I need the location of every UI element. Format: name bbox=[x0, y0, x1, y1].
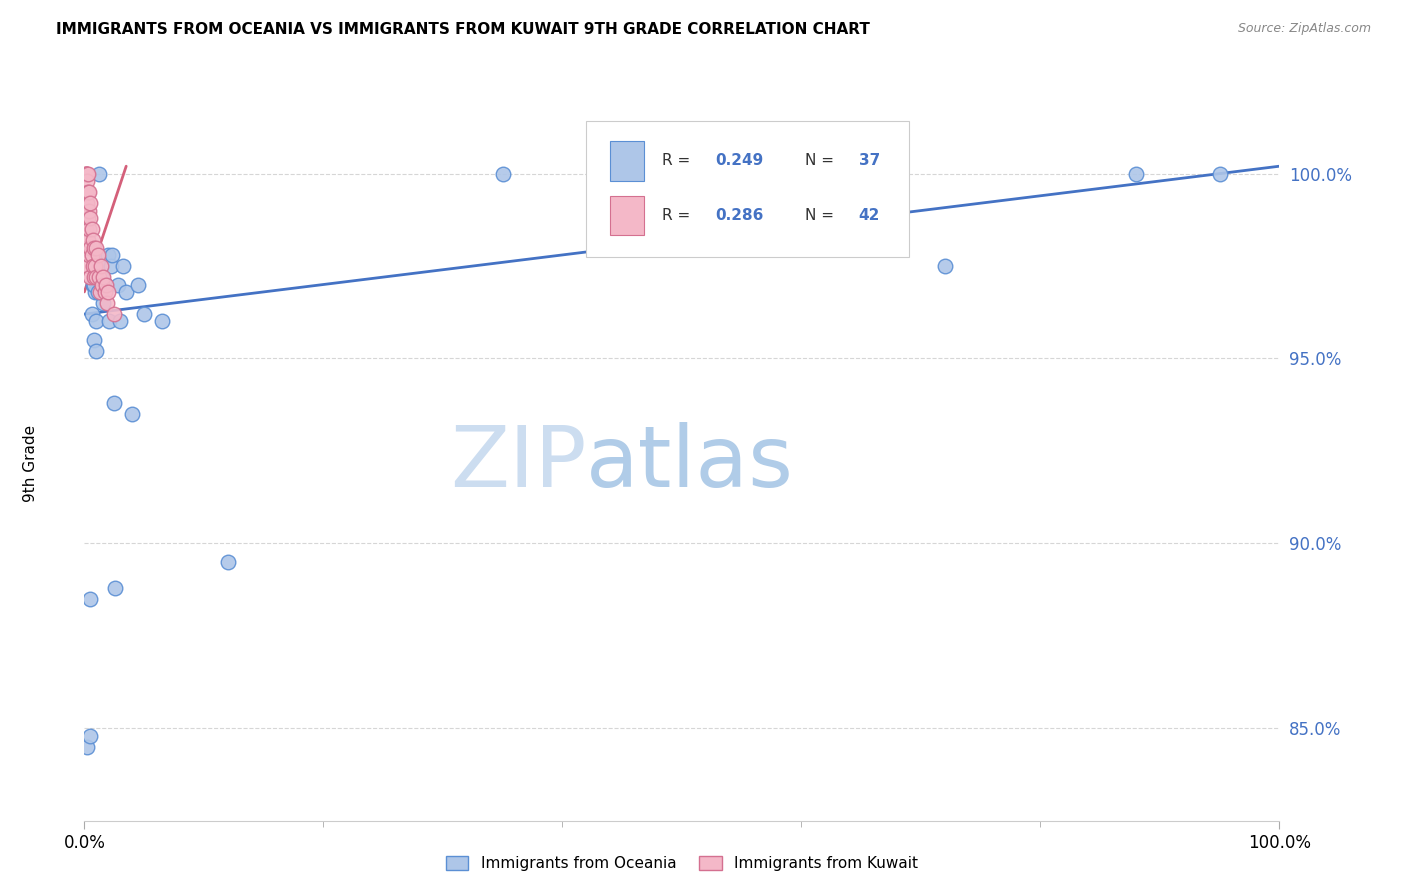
Point bbox=[79, 196, 101, 211]
Point bbox=[77, 259, 100, 273]
Point bbox=[80, 248, 103, 262]
Point bbox=[84, 344, 107, 359]
Point bbox=[79, 729, 101, 743]
FancyBboxPatch shape bbox=[610, 196, 644, 235]
Point bbox=[75, 185, 97, 199]
Point bbox=[100, 259, 122, 273]
Point bbox=[103, 396, 125, 410]
Text: 9th Grade: 9th Grade bbox=[22, 425, 38, 502]
Point bbox=[75, 167, 97, 181]
Point bbox=[94, 277, 117, 292]
Point bbox=[86, 248, 108, 262]
Point bbox=[89, 285, 111, 299]
Point bbox=[132, 307, 156, 321]
Point bbox=[217, 555, 239, 569]
Point bbox=[90, 259, 112, 273]
FancyBboxPatch shape bbox=[586, 121, 908, 257]
Point bbox=[107, 277, 129, 292]
Text: R =: R = bbox=[662, 153, 695, 169]
Point bbox=[82, 259, 104, 273]
Point bbox=[79, 241, 101, 255]
Point bbox=[77, 185, 100, 199]
Point bbox=[93, 285, 115, 299]
Point bbox=[86, 285, 108, 299]
Legend: Immigrants from Oceania, Immigrants from Kuwait: Immigrants from Oceania, Immigrants from… bbox=[440, 850, 924, 877]
Point bbox=[83, 333, 105, 347]
Text: atlas: atlas bbox=[586, 422, 794, 506]
Point bbox=[87, 167, 110, 181]
Text: ZIP: ZIP bbox=[450, 422, 586, 506]
Point bbox=[93, 270, 115, 285]
Point bbox=[934, 259, 956, 273]
Point bbox=[77, 185, 100, 199]
Point bbox=[97, 285, 120, 299]
Point bbox=[121, 407, 143, 421]
Point bbox=[86, 248, 108, 262]
Point bbox=[76, 241, 98, 255]
Point bbox=[1208, 167, 1230, 181]
Point bbox=[96, 296, 118, 310]
Point bbox=[79, 211, 101, 225]
Point bbox=[83, 241, 105, 255]
Point bbox=[75, 167, 97, 181]
Text: 37: 37 bbox=[859, 153, 880, 169]
Point bbox=[79, 270, 101, 285]
Point bbox=[98, 314, 121, 328]
Text: N =: N = bbox=[806, 208, 839, 223]
Point bbox=[82, 277, 104, 292]
Point bbox=[77, 222, 100, 236]
Point bbox=[127, 277, 149, 292]
Point bbox=[1125, 167, 1147, 181]
Point bbox=[89, 259, 111, 273]
Point bbox=[76, 174, 98, 188]
Point bbox=[76, 167, 98, 181]
Point bbox=[75, 222, 97, 236]
Text: 0.249: 0.249 bbox=[716, 153, 763, 169]
Point bbox=[79, 591, 101, 606]
Point bbox=[104, 581, 127, 595]
Text: 42: 42 bbox=[859, 208, 880, 223]
Point bbox=[84, 241, 107, 255]
Point bbox=[77, 233, 100, 247]
Point bbox=[91, 270, 114, 285]
Point bbox=[76, 739, 98, 754]
Point bbox=[80, 307, 103, 321]
Text: 0.286: 0.286 bbox=[716, 208, 763, 223]
Point bbox=[110, 314, 132, 328]
FancyBboxPatch shape bbox=[610, 141, 644, 180]
Point bbox=[84, 259, 107, 273]
Point bbox=[84, 285, 107, 299]
Point bbox=[77, 203, 100, 218]
Point bbox=[77, 167, 100, 181]
Text: IMMIGRANTS FROM OCEANIA VS IMMIGRANTS FROM KUWAIT 9TH GRADE CORRELATION CHART: IMMIGRANTS FROM OCEANIA VS IMMIGRANTS FR… bbox=[56, 22, 870, 37]
Point bbox=[87, 270, 110, 285]
Point bbox=[97, 248, 120, 262]
Point bbox=[790, 167, 813, 181]
Point bbox=[101, 248, 124, 262]
Point bbox=[82, 233, 104, 247]
Point bbox=[91, 277, 114, 292]
Point bbox=[77, 211, 100, 225]
Point bbox=[84, 270, 107, 285]
Point bbox=[492, 167, 515, 181]
Point bbox=[94, 277, 117, 292]
Point bbox=[83, 277, 105, 292]
Text: N =: N = bbox=[806, 153, 839, 169]
Text: Source: ZipAtlas.com: Source: ZipAtlas.com bbox=[1237, 22, 1371, 36]
Point bbox=[83, 270, 105, 285]
Point bbox=[111, 259, 134, 273]
Point bbox=[75, 167, 97, 181]
Point bbox=[93, 296, 115, 310]
Point bbox=[84, 314, 107, 328]
Point bbox=[103, 307, 125, 321]
Point bbox=[77, 248, 100, 262]
Point bbox=[80, 222, 103, 236]
Point bbox=[150, 314, 173, 328]
Text: R =: R = bbox=[662, 208, 695, 223]
Point bbox=[76, 196, 98, 211]
Point bbox=[115, 285, 138, 299]
